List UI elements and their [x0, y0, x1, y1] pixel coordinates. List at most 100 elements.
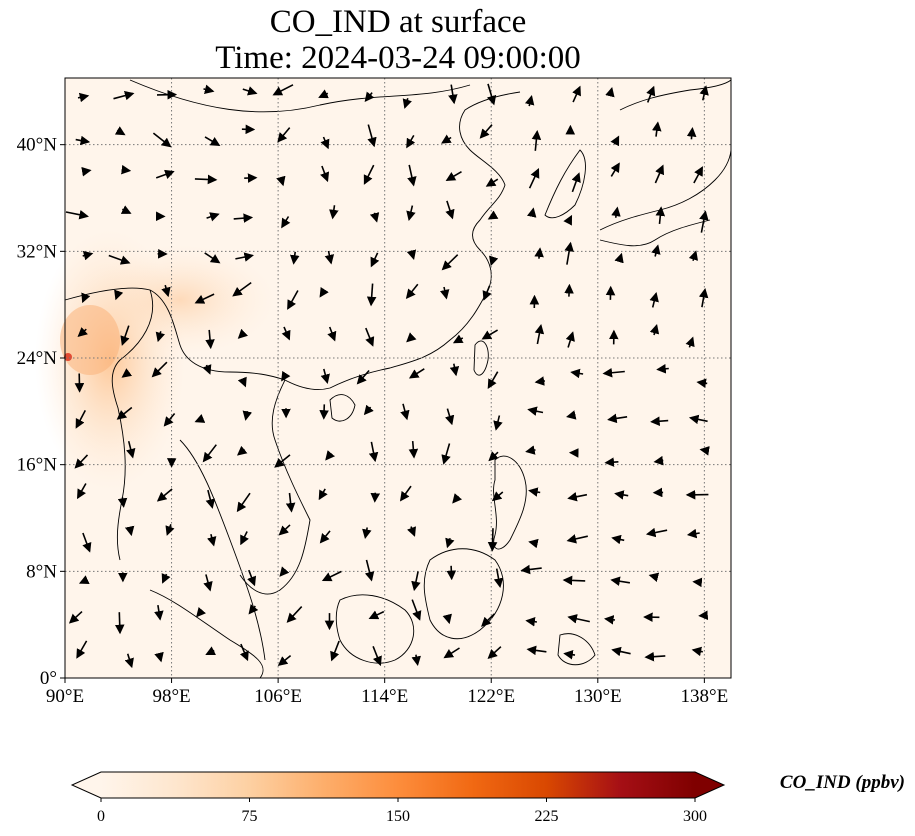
lat-tick-label: 40°N	[17, 135, 58, 156]
wind-arrow	[441, 443, 451, 465]
lat-tick-label: 24°N	[17, 348, 58, 369]
wind-arrow	[607, 413, 628, 424]
wind-arrow	[274, 454, 291, 468]
wind-arrow	[408, 368, 425, 379]
wind-arrow	[161, 284, 171, 298]
wind-arrow	[363, 164, 375, 185]
wind-arrow	[320, 165, 330, 183]
wind-arrow	[247, 569, 257, 587]
wind-vectors	[65, 83, 710, 669]
wind-arrow	[563, 650, 576, 660]
wind-arrow	[400, 403, 410, 421]
wind-arrow	[364, 91, 375, 103]
wind-arrow	[685, 336, 695, 348]
lon-tick-label: 90°E	[46, 686, 84, 707]
colorbar-tick-label: 225	[535, 808, 559, 825]
wind-arrow	[570, 368, 584, 379]
wind-arrow	[610, 135, 620, 147]
wind-arrow	[405, 283, 419, 299]
lat-tick-label: 0°	[40, 668, 57, 689]
wind-arrow	[688, 250, 699, 262]
wind-arrow	[562, 575, 586, 586]
wind-arrow	[656, 363, 669, 374]
lon-tick-label: 106°E	[254, 686, 302, 707]
wind-arrow	[194, 413, 206, 423]
wind-arrow	[364, 559, 375, 582]
wind-arrow	[611, 646, 631, 657]
wind-arrow	[487, 210, 499, 220]
wind-arrow	[77, 92, 90, 103]
wind-arrow	[330, 640, 340, 662]
wind-arrow	[491, 491, 504, 502]
wind-arrow	[525, 445, 536, 455]
wind-arrow	[408, 441, 419, 459]
wind-arrow	[493, 568, 504, 588]
wind-arrow	[75, 410, 87, 429]
wind-arrow	[488, 451, 499, 462]
wind-arrow	[567, 492, 588, 502]
wind-arrow	[564, 283, 574, 297]
wind-arrow	[68, 611, 83, 624]
wind-arrow	[406, 332, 417, 343]
wind-arrow	[279, 566, 290, 577]
wind-arrow	[242, 410, 253, 421]
colorbar: 0 75 150 225 300 CO_IND (ppbv)	[70, 771, 905, 825]
wind-arrow	[277, 654, 292, 667]
wind-arrow	[204, 252, 221, 264]
wind-arrow	[196, 606, 206, 618]
wind-arrow	[320, 136, 330, 150]
wind-arrow	[648, 572, 660, 582]
wind-arrow	[207, 533, 217, 547]
wind-arrow	[411, 599, 422, 621]
wind-arrow	[114, 612, 125, 635]
wind-arrow	[289, 251, 300, 265]
wind-arrow	[325, 450, 335, 461]
wind-arrow	[82, 532, 92, 553]
wind-arrow	[686, 127, 697, 140]
wind-arrow	[691, 646, 703, 657]
colorbar-tick-label: 0	[97, 808, 105, 825]
wind-arrow	[362, 527, 372, 539]
lon-tick-label: 98°E	[152, 686, 190, 707]
wind-arrow	[287, 290, 299, 310]
wind-arrow	[126, 441, 136, 459]
wind-arrow	[406, 205, 416, 221]
wind-arrow	[481, 329, 499, 340]
wind-arrow	[194, 293, 215, 304]
wind-arrow	[113, 90, 135, 101]
wind-arrow	[688, 414, 708, 425]
wind-arrow	[611, 534, 625, 545]
wind-arrow	[604, 457, 619, 467]
wind-arrow	[281, 326, 291, 341]
wind-arrow	[161, 573, 171, 584]
gridlines	[65, 78, 731, 678]
wind-arrow	[81, 292, 91, 304]
wind-arrow	[487, 371, 499, 389]
lon-tick-label: 130°E	[574, 686, 622, 707]
wind-arrow	[124, 653, 134, 669]
wind-arrow	[165, 524, 175, 536]
wind-arrow	[696, 378, 708, 388]
colorbar-tick-label: 75	[242, 808, 258, 825]
wind-arrow	[692, 577, 703, 588]
wind-arrow	[448, 84, 458, 105]
wind-arrow	[76, 640, 88, 659]
wind-arrow	[452, 334, 464, 344]
coastlines	[64, 79, 732, 679]
plot-title-line1: CO_IND at surface	[269, 4, 527, 40]
wind-arrow	[285, 492, 296, 513]
wind-arrow	[372, 646, 382, 667]
wind-arrow	[614, 490, 629, 500]
wind-arrow	[605, 86, 615, 98]
wind-arrow	[365, 327, 375, 347]
wind-arrow	[120, 205, 132, 214]
wind-arrow	[610, 162, 620, 177]
wind-arrow	[406, 249, 417, 260]
co-plume-core	[60, 305, 120, 375]
wind-arrow	[286, 606, 303, 623]
wind-arrow	[649, 323, 660, 336]
wind-arrow	[272, 84, 294, 96]
wind-arrow	[445, 200, 455, 220]
wind-arrow	[698, 610, 709, 621]
lon-tick-label: 122°E	[467, 686, 515, 707]
